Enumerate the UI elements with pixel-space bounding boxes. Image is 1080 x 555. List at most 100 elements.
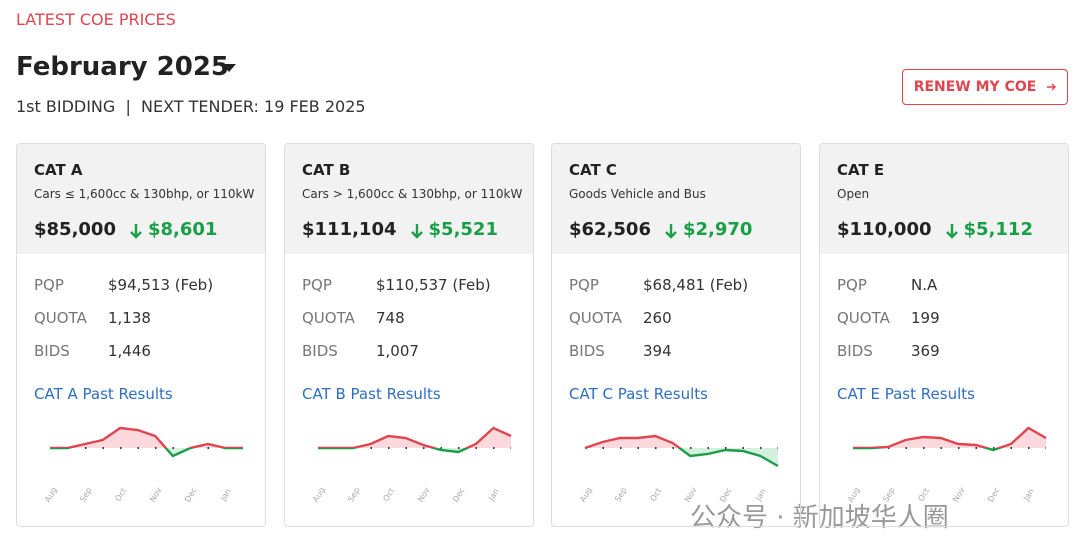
row-label: BIDS bbox=[837, 342, 873, 360]
card-header-bg bbox=[820, 144, 1068, 254]
price-card: CAT A Cars ≤ 1,600cc & 130bhp, or 110kW $8… bbox=[16, 143, 266, 527]
row-value: 1,138 bbox=[108, 309, 151, 327]
price-card: CAT C Goods Vehicle and Bus $62,506 $2,970 P… bbox=[551, 143, 801, 527]
category: CAT A bbox=[34, 161, 83, 179]
row-label: BIDS bbox=[569, 342, 605, 360]
month-label: Dec bbox=[451, 486, 467, 504]
row-label: QUOTA bbox=[837, 309, 890, 327]
premium: $85,000 bbox=[34, 219, 116, 240]
section-title: LATEST COE PRICES bbox=[16, 10, 176, 29]
trend-line-up bbox=[318, 426, 512, 448]
row-value: 260 bbox=[643, 309, 672, 327]
trend-line-down bbox=[585, 448, 779, 468]
round: 1st BIDDING bbox=[16, 97, 116, 116]
month-label: Aug bbox=[846, 486, 862, 504]
month-label: Nov bbox=[951, 486, 967, 504]
month-label: Sep bbox=[881, 486, 896, 504]
row-label: PQP bbox=[302, 276, 332, 294]
row-value: 394 bbox=[643, 342, 672, 360]
card-header-bg bbox=[285, 144, 533, 254]
description: Cars > 1,600cc & 130bhp, or 110kW bbox=[302, 187, 523, 201]
category: CAT C bbox=[569, 161, 617, 179]
month-label: Sep bbox=[78, 486, 93, 504]
down-arrow bbox=[665, 224, 677, 239]
row-value: $110,537 (Feb) bbox=[376, 276, 491, 294]
month-label: Aug bbox=[311, 486, 327, 504]
month-label: Dec bbox=[183, 486, 199, 504]
sparkline: Aug Sep Oct Nov Dec Jan bbox=[846, 426, 1047, 504]
next-tender: NEXT TENDER: 19 FEB 2025 bbox=[141, 97, 366, 116]
down-arrow bbox=[410, 224, 423, 239]
sparkline: Aug Sep Oct Nov Dec Jan bbox=[578, 434, 779, 504]
row-value: 199 bbox=[911, 309, 940, 327]
premium: $111,104 bbox=[302, 219, 397, 240]
month-label: Dec bbox=[986, 486, 1002, 504]
month-label: Oct bbox=[113, 487, 128, 503]
change: $2,970 bbox=[682, 219, 753, 240]
row-label: QUOTA bbox=[302, 309, 355, 327]
row-label: PQP bbox=[569, 276, 599, 294]
trend-line-up bbox=[50, 426, 243, 448]
month-label: Oct bbox=[381, 487, 396, 503]
change: $8,601 bbox=[147, 219, 218, 240]
area-below bbox=[585, 448, 778, 466]
arrow-icon bbox=[1047, 83, 1057, 91]
separator: | bbox=[125, 97, 131, 116]
change: $5,112 bbox=[963, 219, 1033, 240]
row-value: 1,446 bbox=[108, 342, 151, 360]
description: Cars ≤ 1,600cc & 130bhp, or 110kW bbox=[34, 187, 255, 201]
category: CAT E bbox=[837, 161, 885, 179]
category: CAT B bbox=[302, 161, 351, 179]
area-above bbox=[50, 428, 243, 448]
price-card: CAT B Cars > 1,600cc & 130bhp, or 110kW $1… bbox=[284, 143, 534, 527]
month-label: Aug bbox=[43, 486, 59, 504]
row-value: 369 bbox=[911, 342, 940, 360]
month-label: Jan bbox=[218, 487, 232, 503]
subtitle: 1st BIDDING | NEXT TENDER: 19 FEB 2025 bbox=[16, 97, 366, 116]
month-label: Sep bbox=[613, 486, 628, 504]
row-label: PQP bbox=[837, 276, 867, 294]
month-label: Sep bbox=[346, 486, 361, 504]
row-label: QUOTA bbox=[34, 309, 87, 327]
button-label: RENEW MY COE bbox=[913, 79, 1037, 95]
down-arrow bbox=[130, 224, 142, 239]
trend-line-up bbox=[853, 426, 1047, 448]
card-header-bg bbox=[17, 144, 265, 254]
description: Open bbox=[837, 187, 870, 201]
trend-line-up bbox=[584, 434, 682, 448]
month-label: Nov bbox=[416, 486, 432, 504]
dropdown-caret[interactable] bbox=[222, 64, 236, 72]
premium: $62,506 bbox=[569, 219, 651, 240]
month-label: Aug bbox=[578, 486, 594, 504]
month-label: Nov bbox=[683, 486, 699, 504]
renew-button[interactable]: RENEW MY COE bbox=[902, 69, 1068, 105]
row-label: BIDS bbox=[302, 342, 338, 360]
row-label: BIDS bbox=[34, 342, 70, 360]
month-label: Jan bbox=[486, 487, 500, 503]
past-results-link[interactable]: CAT C Past Results bbox=[569, 385, 708, 403]
month-label: Jan bbox=[1021, 487, 1035, 503]
row-value: $68,481 (Feb) bbox=[643, 276, 749, 294]
card-header-bg bbox=[552, 144, 800, 254]
change: $5,521 bbox=[428, 219, 498, 240]
row-label: PQP bbox=[34, 276, 64, 294]
month-label: Dec bbox=[718, 486, 734, 504]
row-label: QUOTA bbox=[569, 309, 622, 327]
price-card: CAT E Open $110,000 $5,112 PQP N.A QUOTA 199 BID… bbox=[819, 143, 1069, 527]
month-selector[interactable]: February 2025 bbox=[16, 52, 230, 82]
past-results-link[interactable]: CAT E Past Results bbox=[837, 385, 975, 403]
description: Goods Vehicle and Bus bbox=[569, 187, 706, 201]
row-value: 1,007 bbox=[376, 342, 419, 360]
sparkline: Aug Sep Oct Nov Dec Jan bbox=[43, 426, 243, 504]
premium: $110,000 bbox=[837, 219, 932, 240]
row-value: 748 bbox=[376, 309, 405, 327]
row-value: N.A bbox=[911, 276, 938, 294]
row-value: $94,513 (Feb) bbox=[108, 276, 214, 294]
sparkline: Aug Sep Oct Nov Dec Jan bbox=[311, 426, 512, 504]
past-results-link[interactable]: CAT B Past Results bbox=[302, 385, 441, 403]
month-label: Jan bbox=[753, 487, 767, 503]
past-results-link[interactable]: CAT A Past Results bbox=[34, 385, 173, 403]
down-arrow bbox=[945, 224, 958, 239]
month-label: Oct bbox=[916, 487, 931, 503]
